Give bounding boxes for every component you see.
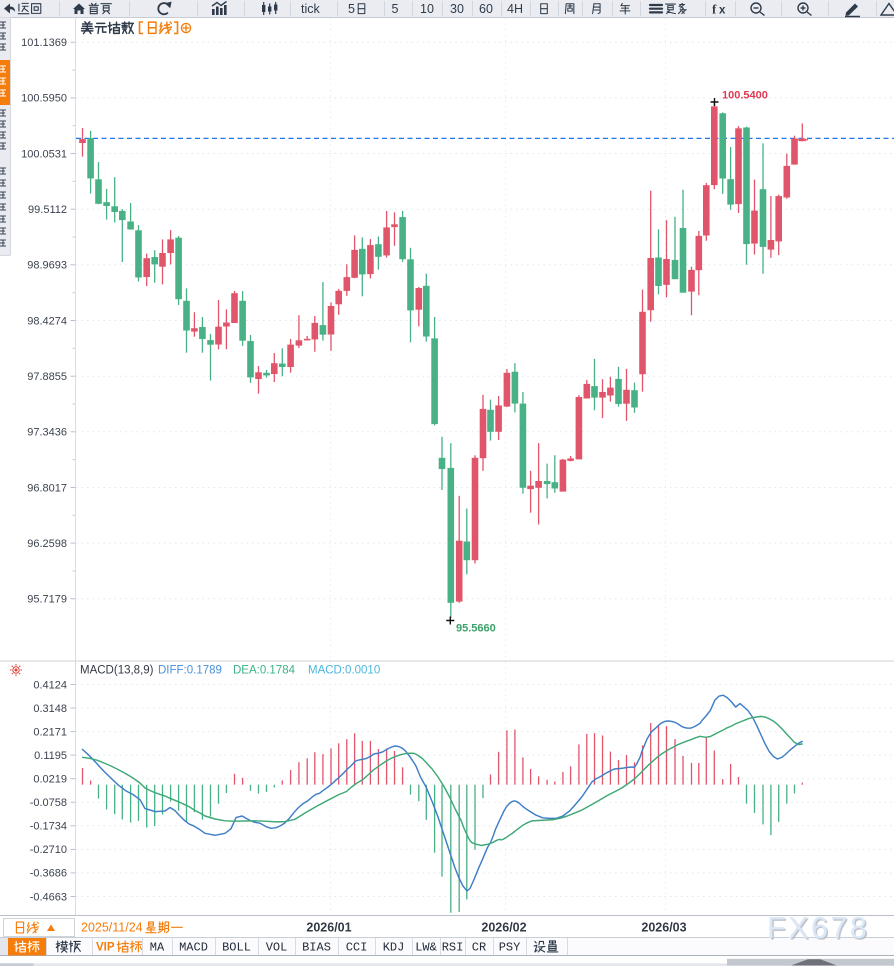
svg-text:RSI: RSI (442, 941, 464, 955)
svg-text:-0.0758: -0.0758 (30, 797, 67, 809)
svg-text:BIAS: BIAS (302, 941, 331, 955)
svg-text:10: 10 (420, 2, 434, 16)
svg-text:-0.4663: -0.4663 (30, 891, 67, 903)
svg-text:100.5400: 100.5400 (722, 90, 768, 102)
svg-text:4H: 4H (507, 2, 523, 16)
svg-text:FX678: FX678 (767, 911, 869, 945)
svg-text:x: x (719, 5, 726, 17)
svg-text:5: 5 (348, 2, 355, 16)
svg-text:0.0219: 0.0219 (33, 774, 67, 786)
svg-text:MACD(13,8,9): MACD(13,8,9) (80, 665, 154, 677)
svg-text:LW&: LW& (415, 941, 437, 955)
svg-text:MACD: MACD (179, 941, 208, 955)
svg-text:f: f (712, 2, 717, 17)
svg-text:30: 30 (450, 2, 464, 16)
svg-text:-0.2710: -0.2710 (30, 844, 67, 856)
svg-text:0.1195: 0.1195 (34, 750, 67, 762)
svg-text:0.4124: 0.4124 (33, 679, 67, 691)
svg-text:tick: tick (301, 2, 321, 16)
svg-text:MACD:0.0010: MACD:0.0010 (308, 665, 380, 677)
svg-text:96.2598: 96.2598 (27, 538, 67, 550)
svg-text:60: 60 (479, 2, 493, 16)
svg-text:PSY: PSY (499, 941, 521, 955)
svg-text:DEA:0.1784: DEA:0.1784 (233, 665, 296, 677)
svg-text:97.8855: 97.8855 (27, 371, 67, 383)
svg-text:FX678: FX678 (769, 913, 871, 947)
svg-text:CCI: CCI (346, 941, 368, 955)
svg-text:98.9693: 98.9693 (27, 260, 67, 272)
svg-text:95.7179: 95.7179 (27, 594, 67, 606)
svg-text:2026/03: 2026/03 (641, 921, 686, 935)
svg-text:VIP: VIP (96, 942, 115, 954)
svg-text:VOL: VOL (266, 941, 288, 955)
svg-text:BOLL: BOLL (222, 941, 251, 955)
svg-text:0.2171: 0.2171 (33, 726, 67, 738)
svg-text:2026/01: 2026/01 (306, 921, 351, 935)
svg-text:95.5660: 95.5660 (456, 623, 496, 635)
svg-text:2026/02: 2026/02 (481, 921, 526, 935)
svg-text:99.5112: 99.5112 (28, 204, 67, 216)
svg-text:98.4274: 98.4274 (27, 315, 67, 327)
svg-text:5: 5 (392, 2, 399, 16)
svg-text:100.5950: 100.5950 (21, 93, 67, 105)
svg-text:-0.3686: -0.3686 (30, 868, 67, 880)
svg-text:DIFF:0.1789: DIFF:0.1789 (158, 665, 222, 677)
svg-text:101.1369: 101.1369 (21, 37, 67, 49)
svg-text:MA: MA (150, 941, 165, 955)
svg-text:-0.1734: -0.1734 (30, 821, 67, 833)
svg-text:0.3148: 0.3148 (33, 703, 67, 715)
svg-text:KDJ: KDJ (383, 941, 405, 955)
svg-text:97.3436: 97.3436 (27, 427, 67, 439)
svg-text:CR: CR (472, 941, 486, 955)
svg-text:2025/11/24: 2025/11/24 (81, 921, 143, 935)
svg-text:96.8017: 96.8017 (27, 482, 67, 494)
svg-text:100.0531: 100.0531 (21, 148, 67, 160)
